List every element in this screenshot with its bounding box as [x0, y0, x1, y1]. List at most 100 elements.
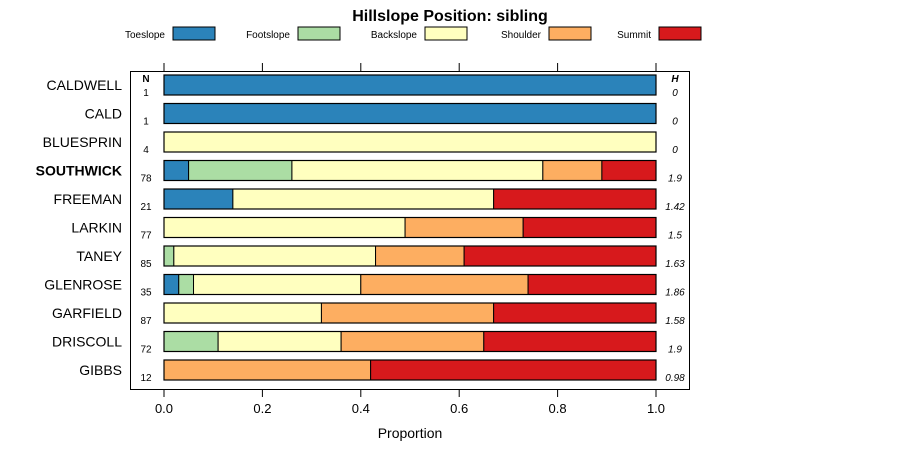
bar-outline-glenrose	[163, 273, 657, 296]
n-value-taney: 85	[140, 259, 152, 270]
bar-glenrose-toeslope	[163, 274, 180, 295]
bar-larkin-shoulder	[404, 217, 524, 238]
bar-garfield-summit	[493, 302, 657, 324]
h-value-taney: 1.63	[665, 259, 685, 270]
bar-caldwell-toeslope	[163, 74, 657, 96]
bar-taney-summit	[463, 245, 657, 267]
legend-label-summit: Summit	[617, 30, 651, 41]
h-value-glenrose: 1.86	[665, 288, 685, 299]
bar-outline-larkin	[163, 216, 657, 239]
bar-larkin-backslope	[163, 217, 406, 238]
h-header: H	[671, 74, 679, 85]
bar-southwick-summit	[601, 160, 657, 181]
bar-outline-southwick	[163, 159, 657, 182]
bar-taney-backslope	[173, 245, 377, 267]
bar-driscoll-shoulder	[340, 331, 485, 352]
chart-title: Hillslope Position: sibling	[352, 8, 548, 25]
legend-swatch-shoulder	[548, 26, 592, 41]
legend: Toeslope Footslope Backslope Shoulder Summit	[125, 26, 702, 41]
bar-gibbs-summit	[370, 359, 657, 381]
n-header: N	[142, 74, 149, 85]
n-value-gibbs: 12	[140, 373, 152, 384]
category-label-bluesprin: BLUESPRIN	[43, 134, 122, 150]
bar-driscoll-summit	[483, 331, 657, 352]
n-value-glenrose: 35	[140, 288, 152, 299]
bar-taney-footslope	[163, 245, 175, 267]
legend-swatch-backslope	[424, 26, 468, 41]
bar-glenrose-backslope	[193, 274, 362, 295]
category-labels: CALDWELL CALD BLUESPRIN SOUTHWICK FREEMAN LAR…	[36, 77, 123, 378]
n-value-caldwell: 1	[143, 88, 149, 99]
category-label-larkin: LARKIN	[71, 220, 122, 236]
bar-outline-caldwell	[163, 74, 657, 96]
h-value-cald: 0	[672, 117, 678, 128]
bar-southwick-footslope	[188, 160, 293, 181]
category-label-gibbs: GIBBS	[79, 362, 122, 378]
n-value-bluesprin: 4	[143, 145, 149, 156]
category-label-cald: CALD	[85, 106, 122, 122]
legend-swatch-toeslope	[172, 26, 216, 41]
bar-freeman-backslope	[232, 188, 495, 210]
category-label-taney: TANEY	[76, 248, 122, 264]
bar-driscoll-footslope	[163, 331, 219, 352]
n-value-southwick: 78	[140, 174, 152, 185]
bar-outline-bluesprin	[163, 131, 657, 153]
bar-gibbs-shoulder	[163, 359, 372, 381]
h-value-garfield: 1.58	[665, 316, 685, 327]
h-value-freeman: 1.42	[665, 202, 685, 213]
plot-panel: N H 1 0 1 0 4 0 78 1.9 21 1.42 77 1.5 85 1.63 35 1.86 87 1.…	[130, 63, 690, 390]
x-axis: 0.0 0.2 0.4 0.6 0.8 1.0	[155, 390, 665, 416]
panel-frame	[130, 71, 690, 390]
x-tick-label-2: 0.4	[352, 401, 370, 416]
bar-bluesprin-backslope	[163, 131, 657, 153]
bar-freeman-summit	[493, 188, 657, 210]
bar-glenrose-footslope	[178, 274, 195, 295]
legend-swatch-summit	[658, 26, 702, 41]
bar-larkin-summit	[522, 217, 657, 238]
bar-driscoll-backslope	[217, 331, 342, 352]
bar-garfield-shoulder	[320, 302, 495, 324]
n-value-garfield: 87	[140, 316, 152, 327]
x-tick-label-3: 0.6	[450, 401, 468, 416]
bar-outline-taney	[163, 245, 657, 267]
bar-outline-freeman	[163, 188, 657, 210]
x-tick-label-5: 1.0	[647, 401, 665, 416]
bar-cald-toeslope	[163, 103, 657, 124]
bar-glenrose-shoulder	[360, 274, 529, 295]
bar-southwick-shoulder	[542, 160, 603, 181]
legend-swatch-footslope	[297, 26, 341, 41]
n-value-freeman: 21	[140, 202, 152, 213]
n-value-driscoll: 72	[140, 345, 152, 356]
legend-label-backslope: Backslope	[371, 30, 418, 41]
n-value-larkin: 77	[140, 231, 152, 242]
bar-outline-garfield	[163, 302, 657, 324]
x-tick-label-1: 0.2	[253, 401, 271, 416]
bar-freeman-toeslope	[163, 188, 234, 210]
bar-southwick-backslope	[291, 160, 544, 181]
bar-taney-shoulder	[375, 245, 465, 267]
bar-southwick-toeslope	[163, 160, 190, 181]
h-value-southwick: 1.9	[668, 174, 682, 185]
bar-outline-gibbs	[163, 359, 657, 381]
bar-outline-cald	[163, 102, 657, 125]
h-value-bluesprin: 0	[672, 145, 678, 156]
legend-label-footslope: Footslope	[246, 30, 290, 41]
dendrogram	[712, 85, 868, 342]
h-value-gibbs: 0.98	[665, 373, 685, 384]
h-value-larkin: 1.5	[668, 231, 682, 242]
legend-label-shoulder: Shoulder	[501, 30, 542, 41]
x-tick-label-4: 0.8	[549, 401, 567, 416]
h-value-caldwell: 0	[672, 88, 678, 99]
category-label-garfield: GARFIELD	[52, 305, 122, 321]
category-label-caldwell: CALDWELL	[47, 77, 123, 93]
x-axis-title: Proportion	[378, 425, 443, 441]
bar-glenrose-summit	[527, 274, 657, 295]
bar-garfield-backslope	[163, 302, 322, 324]
category-label-southwick: SOUTHWICK	[36, 163, 122, 179]
category-label-driscoll: DRISCOLL	[52, 334, 122, 350]
category-label-glenrose: GLENROSE	[44, 277, 122, 293]
h-value-driscoll: 1.9	[668, 345, 682, 356]
category-label-freeman: FREEMAN	[54, 191, 122, 207]
legend-label-toeslope: Toeslope	[125, 30, 165, 41]
